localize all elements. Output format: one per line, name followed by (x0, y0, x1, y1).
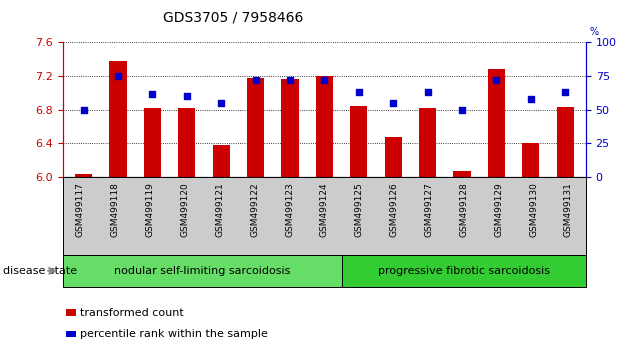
Point (216, 100, 226, 106)
Text: GSM499117: GSM499117 (76, 182, 85, 237)
Point (388, 100, 398, 106)
Point (285, 77, 295, 83)
Point (526, 96, 536, 102)
Bar (454, 171, 471, 177)
Text: %: % (589, 27, 598, 37)
Text: GSM499119: GSM499119 (146, 182, 154, 237)
Text: GSM499128: GSM499128 (459, 182, 468, 237)
Bar (385, 137, 402, 177)
Text: GSM499123: GSM499123 (285, 182, 294, 237)
Text: percentile rank within the sample: percentile rank within the sample (80, 329, 268, 339)
Text: GSM499125: GSM499125 (355, 182, 364, 237)
Text: progressive fibrotic sarcoidosis: progressive fibrotic sarcoidosis (378, 266, 550, 276)
Bar (75, 175, 92, 177)
Bar (419, 108, 436, 177)
Text: GSM499124: GSM499124 (320, 182, 329, 237)
Bar (213, 145, 230, 177)
Bar (247, 78, 264, 177)
Text: GSM499127: GSM499127 (425, 182, 433, 237)
Bar (178, 108, 195, 177)
Point (423, 90, 433, 95)
Point (147, 91, 158, 96)
Point (113, 73, 123, 79)
Point (79, 107, 89, 113)
Bar (282, 79, 299, 177)
Point (251, 77, 261, 83)
Point (491, 77, 501, 83)
Bar (557, 107, 574, 177)
Text: GSM499118: GSM499118 (111, 182, 120, 237)
Text: GSM499129: GSM499129 (495, 182, 503, 237)
Point (319, 77, 329, 83)
Text: GSM499120: GSM499120 (181, 182, 190, 237)
Point (457, 107, 467, 113)
Text: nodular self-limiting sarcoidosis: nodular self-limiting sarcoidosis (114, 266, 290, 276)
Text: GSM499121: GSM499121 (215, 182, 224, 237)
Point (182, 93, 192, 99)
Text: GDS3705 / 7958466: GDS3705 / 7958466 (163, 11, 303, 25)
Point (560, 90, 570, 95)
Bar (350, 105, 367, 177)
Text: GSM499131: GSM499131 (564, 182, 573, 237)
Bar (522, 143, 539, 177)
Point (354, 90, 364, 95)
Bar (110, 61, 127, 177)
Bar (488, 69, 505, 177)
Text: GSM499130: GSM499130 (529, 182, 538, 237)
Text: transformed count: transformed count (80, 308, 184, 318)
Bar (144, 108, 161, 177)
Text: disease state: disease state (3, 266, 77, 276)
Text: GSM499126: GSM499126 (390, 182, 399, 237)
Text: GSM499122: GSM499122 (250, 182, 259, 237)
Bar (316, 76, 333, 177)
